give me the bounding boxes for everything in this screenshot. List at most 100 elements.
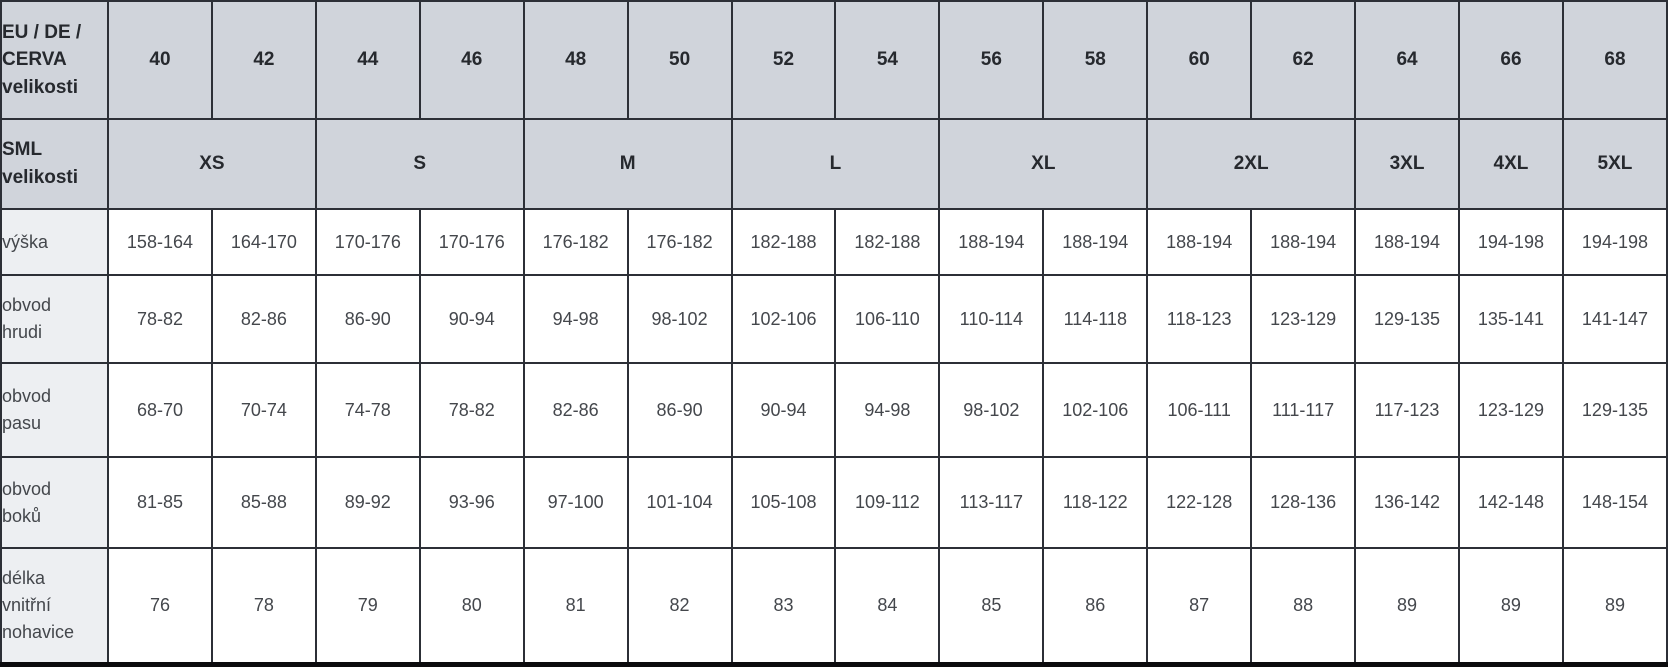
measure-value-cell: 89-92 <box>314 456 421 549</box>
measure-value-cell: 141-147 <box>1561 274 1668 364</box>
measure-value-cell: 158-164 <box>107 208 213 276</box>
measure-value-cell: 176-182 <box>626 208 733 276</box>
measure-value-cell: 81 <box>522 547 629 665</box>
sml-group-cell: M <box>522 118 733 210</box>
measure-value-cell: 82-86 <box>522 362 629 458</box>
size-header-cell: 54 <box>834 0 941 120</box>
sml-group-cell: XS <box>107 118 317 210</box>
measure-value-cell: 83 <box>730 547 837 665</box>
measure-value-cell: 123-129 <box>1250 274 1357 364</box>
measure-row-label: obvod hrudi <box>0 274 109 364</box>
measure-value-cell: 79 <box>314 547 421 665</box>
size-header-cell: 44 <box>314 0 421 120</box>
size-header-cell: 60 <box>1146 0 1253 120</box>
header-row-eu: EU / DE / CERVA velikosti 40 42 44 46 48 50 52 5… <box>0 0 1668 120</box>
measure-value-cell: 170-176 <box>314 208 421 276</box>
measure-value-cell: 170-176 <box>418 208 525 276</box>
measure-value-cell: 81-85 <box>107 456 213 549</box>
size-header-cell: 68 <box>1561 0 1668 120</box>
size-header-cell: 50 <box>626 0 733 120</box>
measure-value-cell: 93-96 <box>418 456 525 549</box>
measure-value-cell: 102-106 <box>1042 362 1149 458</box>
measure-value-cell: 87 <box>1146 547 1253 665</box>
measure-row-label: délka vnitřní nohavice <box>0 547 109 665</box>
size-header-cell: 40 <box>107 0 213 120</box>
measure-value-cell: 94-98 <box>834 362 941 458</box>
measure-value-cell: 188-194 <box>1042 208 1149 276</box>
measure-value-cell: 89 <box>1561 547 1668 665</box>
measure-value-cell: 111-117 <box>1250 362 1357 458</box>
measure-value-cell: 70-74 <box>210 362 317 458</box>
header-row-sml: SML velikosti XS S M L XL 2XL 3XL 4XL 5XL <box>0 118 1668 210</box>
measure-value-cell: 176-182 <box>522 208 629 276</box>
sml-group-cell: 2XL <box>1146 118 1357 210</box>
measure-value-cell: 136-142 <box>1354 456 1460 549</box>
measure-value-cell: 76 <box>107 547 213 665</box>
measure-value-cell: 90-94 <box>730 362 837 458</box>
measure-row: obvod boků 81-85 85-88 89-92 93-96 97-100 101-… <box>0 456 1668 549</box>
measure-value-cell: 105-108 <box>730 456 837 549</box>
measure-value-cell: 182-188 <box>730 208 837 276</box>
measure-value-cell: 85 <box>938 547 1045 665</box>
measure-value-cell: 74-78 <box>314 362 421 458</box>
measure-row-label: výška <box>0 208 109 276</box>
measure-value-cell: 142-148 <box>1457 456 1564 549</box>
measure-row-label: obvod pasu <box>0 362 109 458</box>
measure-row: obvod hrudi 78-82 82-86 86-90 90-94 94-98 98-1… <box>0 274 1668 364</box>
measure-value-cell: 82-86 <box>210 274 317 364</box>
measure-value-cell: 117-123 <box>1354 362 1460 458</box>
measure-value-cell: 188-194 <box>1354 208 1460 276</box>
measure-value-cell: 101-104 <box>626 456 733 549</box>
size-header-cell: 66 <box>1457 0 1564 120</box>
measure-value-cell: 135-141 <box>1457 274 1564 364</box>
measure-value-cell: 90-94 <box>418 274 525 364</box>
measure-value-cell: 123-129 <box>1457 362 1564 458</box>
measure-value-cell: 118-122 <box>1042 456 1149 549</box>
measure-value-cell: 86-90 <box>314 274 421 364</box>
measure-value-cell: 98-102 <box>938 362 1045 458</box>
measure-value-cell: 78-82 <box>418 362 525 458</box>
sml-group-cell: XL <box>938 118 1149 210</box>
measure-row: výška 158-164 164-170 170-176 170-176 176-182… <box>0 208 1668 276</box>
eu-row-label: EU / DE / CERVA velikosti <box>0 0 109 120</box>
measure-value-cell: 106-111 <box>1146 362 1253 458</box>
sml-group-cell: S <box>314 118 525 210</box>
sml-row-label: SML velikosti <box>0 118 109 210</box>
measure-value-cell: 110-114 <box>938 274 1045 364</box>
measure-value-cell: 109-112 <box>834 456 941 549</box>
measure-value-cell: 80 <box>418 547 525 665</box>
measure-value-cell: 94-98 <box>522 274 629 364</box>
size-header-cell: 64 <box>1354 0 1460 120</box>
measure-value-cell: 78-82 <box>107 274 213 364</box>
measure-value-cell: 148-154 <box>1561 456 1668 549</box>
sml-group-cell: L <box>730 118 941 210</box>
size-header-cell: 56 <box>938 0 1045 120</box>
measure-value-cell: 113-117 <box>938 456 1045 549</box>
size-header-cell: 58 <box>1042 0 1149 120</box>
measure-value-cell: 98-102 <box>626 274 733 364</box>
measure-value-cell: 114-118 <box>1042 274 1149 364</box>
measure-row: délka vnitřní nohavice 76 78 79 80 81 82 83 84 85… <box>0 547 1668 665</box>
measure-value-cell: 129-135 <box>1354 274 1460 364</box>
measure-value-cell: 68-70 <box>107 362 213 458</box>
measure-value-cell: 86-90 <box>626 362 733 458</box>
measure-value-cell: 188-194 <box>938 208 1045 276</box>
measure-value-cell: 86 <box>1042 547 1149 665</box>
measure-value-cell: 89 <box>1354 547 1460 665</box>
size-header-cell: 46 <box>418 0 525 120</box>
size-header-cell: 52 <box>730 0 837 120</box>
measure-value-cell: 188-194 <box>1250 208 1357 276</box>
measure-value-cell: 102-106 <box>730 274 837 364</box>
size-header-cell: 48 <box>522 0 629 120</box>
measure-value-cell: 194-198 <box>1457 208 1564 276</box>
measure-row: obvod pasu 68-70 70-74 74-78 78-82 82-86 86-90… <box>0 362 1668 458</box>
measure-value-cell: 128-136 <box>1250 456 1357 549</box>
measure-value-cell: 106-110 <box>834 274 941 364</box>
measure-value-cell: 182-188 <box>834 208 941 276</box>
measure-value-cell: 78 <box>210 547 317 665</box>
measure-value-cell: 82 <box>626 547 733 665</box>
size-header-cell: 62 <box>1250 0 1357 120</box>
sml-group-cell: 4XL <box>1457 118 1564 210</box>
